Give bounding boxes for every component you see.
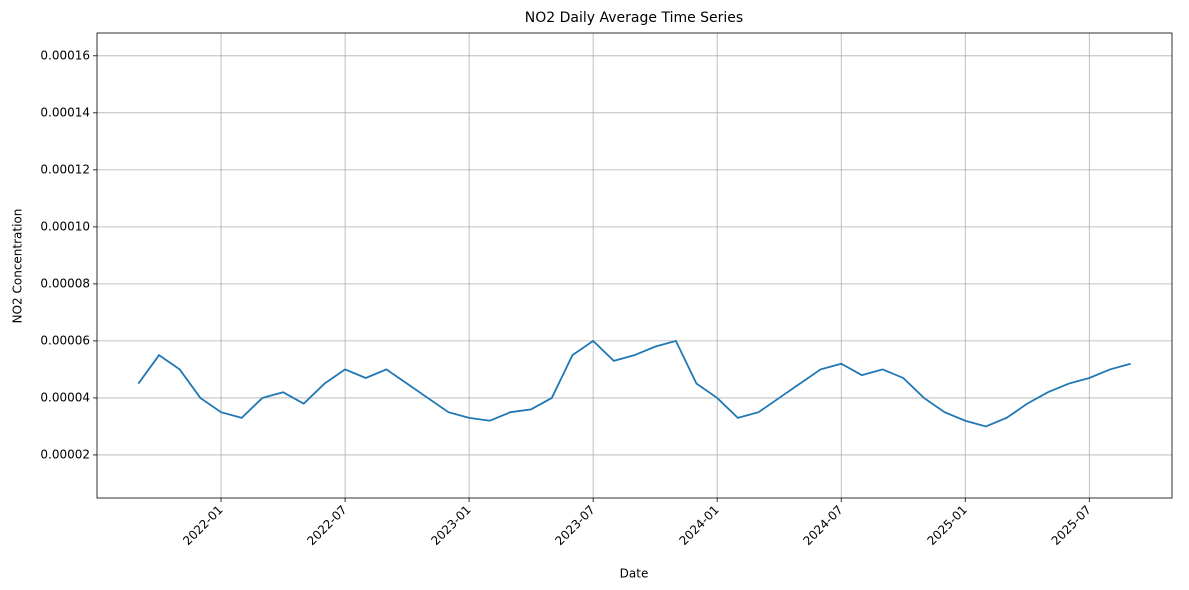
data-line [137, 339, 1131, 428]
x-tick-label: 2024-01 [676, 503, 721, 548]
x-tick-label: 2022-01 [180, 503, 225, 548]
x-tick-label: 2022-07 [304, 503, 349, 548]
y-tick-label: 0.00008 [40, 276, 90, 290]
chart-title: NO2 Daily Average Time Series [525, 10, 743, 26]
y-tick-label: 0.00014 [40, 105, 90, 119]
x-tick-label: 2023-07 [552, 503, 597, 548]
y-tick-label: 0.00012 [40, 162, 90, 176]
y-tick-label: 0.00004 [40, 390, 90, 404]
y-tick-label: 0.00016 [40, 48, 90, 62]
x-tick-label: 2025-07 [1049, 503, 1094, 548]
y-tick-label: 0.00010 [40, 219, 90, 233]
x-tick-label: 2024-07 [800, 503, 845, 548]
x-tick-label: 2023-01 [428, 503, 473, 548]
y-tick-label: 0.00006 [40, 333, 90, 347]
y-tick-label: 0.00002 [40, 447, 90, 461]
x-tick-label: 2025-01 [925, 503, 970, 548]
plot-frame [96, 32, 1173, 499]
x-axis-label: Date [620, 567, 649, 581]
y-axis-label: NO2 Concentration [11, 209, 25, 324]
